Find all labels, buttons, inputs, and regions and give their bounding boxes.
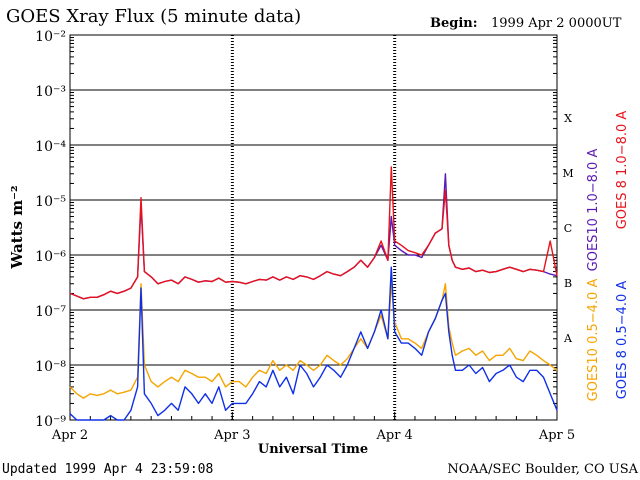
x-axis-ticks: Apr 2 Apr 3 Apr 4 Apr 5 <box>51 412 575 443</box>
x-tick-label: Apr 4 <box>376 428 413 443</box>
chart-title: GOES Xray Flux (5 minute data) <box>6 6 301 27</box>
series-line-1 <box>69 266 558 421</box>
y-axis-title: Watts m⁻² <box>8 185 26 269</box>
y-tick-label: 10⁻⁴ <box>35 139 66 155</box>
legend-entry: GOES10 1.0−8.0 A <box>586 149 601 272</box>
series-line-3 <box>69 166 558 300</box>
y-axis-ticks: 10⁻⁹ 10⁻⁸ 10⁻⁷ 10⁻⁶ 10⁻⁵ 10⁻⁴ 10⁻³ 10⁻² <box>35 29 557 430</box>
y-tick-label: 10⁻⁷ <box>35 304 66 320</box>
y-tick-label: 10⁻⁹ <box>35 414 66 430</box>
x-axis-title: Universal Time <box>258 442 368 457</box>
legend-entry: GOES 8 0.5−4.0 A <box>615 281 630 400</box>
legend: GOES10 1.0−8.0 A GOES 8 1.0−8.0 A GOES10 0… <box>586 111 630 402</box>
updated-text: Updated 1999 Apr 4 23:59:08 <box>2 462 213 477</box>
legend-entry: GOES10 0.5−4.0 A <box>586 279 601 402</box>
x-tick-label: Apr 2 <box>51 428 88 443</box>
y-tick-label: 10⁻⁸ <box>35 359 66 375</box>
y-tick-label: 10⁻² <box>35 29 66 45</box>
flare-class-label: M <box>562 167 573 180</box>
y-tick-label: 10⁻⁶ <box>35 249 66 265</box>
y-tick-label: 10⁻⁵ <box>35 194 66 210</box>
series-lines <box>69 166 558 421</box>
series-line-0 <box>69 283 558 399</box>
flare-class-labels: A B C M X <box>562 112 573 345</box>
flare-class-label: B <box>564 277 572 290</box>
begin-value: 1999 Apr 2 0000UT <box>491 16 622 31</box>
y-tick-label: 10⁻³ <box>35 84 66 100</box>
legend-entry: GOES 8 1.0−8.0 A <box>615 111 630 230</box>
begin-label: Begin: <box>430 16 478 31</box>
x-tick-label: Apr 3 <box>213 428 250 443</box>
flare-class-label: A <box>563 332 573 345</box>
x-tick-label: Apr 5 <box>538 428 575 443</box>
flare-class-label: C <box>564 222 572 235</box>
flare-class-label: X <box>564 112 572 125</box>
credit-text: NOAA/SEC Boulder, CO USA <box>447 462 638 477</box>
